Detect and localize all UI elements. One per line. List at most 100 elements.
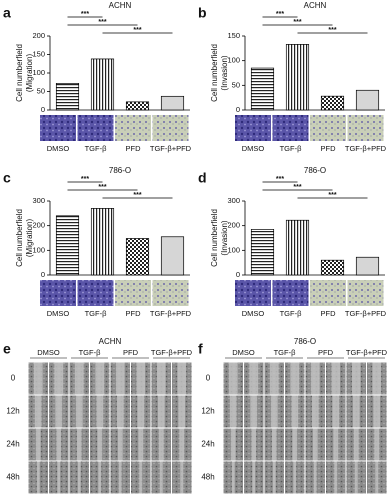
wound-gap: [98, 461, 102, 494]
x-tick-label: PFD: [126, 309, 142, 318]
column-label: DMSO: [232, 348, 255, 357]
x-tick-label: PFD: [321, 144, 337, 153]
y-tick-label: 0: [41, 105, 45, 114]
chart-title: 786-O: [109, 166, 131, 175]
wound-gap: [331, 362, 341, 395]
wound-gap: [116, 395, 124, 428]
panel-letter: a: [3, 5, 11, 21]
y-tick-label: 0: [236, 105, 240, 114]
panel-letter: d: [198, 170, 207, 186]
y-tick-label: 300: [227, 196, 240, 205]
x-tick-label: TGF-β: [85, 144, 107, 153]
x-tick-label: TGF-β+PFD: [150, 309, 192, 318]
panel-letter: c: [3, 170, 11, 186]
micrograph: [310, 280, 346, 306]
panel-letter: b: [198, 5, 207, 21]
y-tick-label: 100: [227, 245, 240, 254]
bar: [125, 238, 150, 276]
wound-gap: [352, 395, 360, 428]
micrograph: [310, 115, 346, 141]
wound-gap: [115, 362, 125, 395]
x-tick-label: DMSO: [242, 309, 265, 318]
y-tick-label: 0: [41, 270, 45, 279]
chart-title: ACHN: [304, 1, 327, 10]
wound-gap: [372, 362, 382, 395]
x-tick-label: PFD: [321, 309, 337, 318]
bar: [355, 89, 380, 111]
x-tick-label: DMSO: [242, 144, 265, 153]
wound-gap: [77, 461, 81, 494]
y-axis-label-sub: (Invasion): [220, 220, 229, 255]
bar: [250, 67, 275, 111]
micrograph: [272, 280, 309, 306]
y-tick-label: 150: [227, 31, 240, 40]
wound-gap: [333, 428, 339, 461]
column-label: TGF-β: [274, 348, 296, 357]
y-tick-label: 100: [32, 245, 45, 254]
wound-gap: [374, 428, 380, 461]
bar: [320, 259, 345, 276]
row-label: 12h: [201, 407, 214, 416]
x-tick-label: TGF-β+PFD: [345, 309, 387, 318]
wound-gap: [139, 461, 143, 494]
wound-gap: [332, 395, 340, 428]
row-label: 24h: [201, 440, 214, 449]
micrograph: [235, 280, 271, 306]
wound-gap: [293, 461, 297, 494]
wound-gap: [136, 362, 146, 395]
y-axis-label: Cell numberfield: [15, 209, 24, 267]
x-tick-label: DMSO: [47, 144, 70, 153]
wound-gap: [180, 461, 184, 494]
significance-label: ***: [98, 184, 106, 191]
significance-label: ***: [81, 11, 89, 18]
bar: [320, 95, 345, 111]
y-tick-label: 200: [32, 221, 45, 230]
y-axis-label: Cell numberfield: [15, 44, 24, 102]
column-label: DMSO: [37, 348, 60, 357]
micrograph: [272, 115, 309, 141]
micrograph: [40, 115, 76, 141]
wound-gap: [159, 461, 163, 494]
y-tick-label: 300: [32, 196, 45, 205]
wound-gap: [334, 461, 338, 494]
wound-gap: [312, 428, 318, 461]
chart-title: ACHN: [109, 1, 132, 10]
micrograph: [152, 280, 189, 306]
wound-gap: [249, 362, 259, 395]
wound-gap: [157, 395, 165, 428]
wound-gap: [36, 461, 40, 494]
wound-gap: [313, 461, 317, 494]
wound-gap: [33, 362, 43, 395]
micrograph: [77, 280, 114, 306]
wound-gap: [117, 428, 123, 461]
micrograph: [152, 115, 189, 141]
x-tick-label: TGF-β: [280, 144, 302, 153]
micrograph: [115, 280, 151, 306]
wound-gap: [75, 395, 83, 428]
column-label: TGF-β: [79, 348, 101, 357]
bar: [160, 95, 185, 111]
significance-label: ***: [328, 192, 336, 199]
x-tick-label: PFD: [126, 144, 142, 153]
significance-label: ***: [133, 192, 141, 199]
wound-gap: [354, 461, 358, 494]
column-label: PFD: [318, 348, 334, 357]
significance-label: ***: [276, 11, 284, 18]
wound-gap: [56, 428, 62, 461]
wound-gap: [311, 395, 319, 428]
row-label: 12h: [6, 407, 19, 416]
bar: [125, 101, 150, 111]
panel-letter: e: [3, 341, 11, 357]
wound-gap: [97, 428, 103, 461]
wound-gap: [270, 395, 278, 428]
y-tick-label: 150: [32, 49, 45, 58]
micrograph: [40, 280, 76, 306]
figure-title: ACHN: [99, 337, 122, 346]
wound-gap: [351, 362, 361, 395]
wound-gap: [375, 461, 379, 494]
row-label: 48h: [6, 473, 19, 482]
wound-gap: [55, 395, 63, 428]
bar: [55, 83, 80, 111]
y-axis-label: Cell numberfield: [210, 209, 219, 267]
